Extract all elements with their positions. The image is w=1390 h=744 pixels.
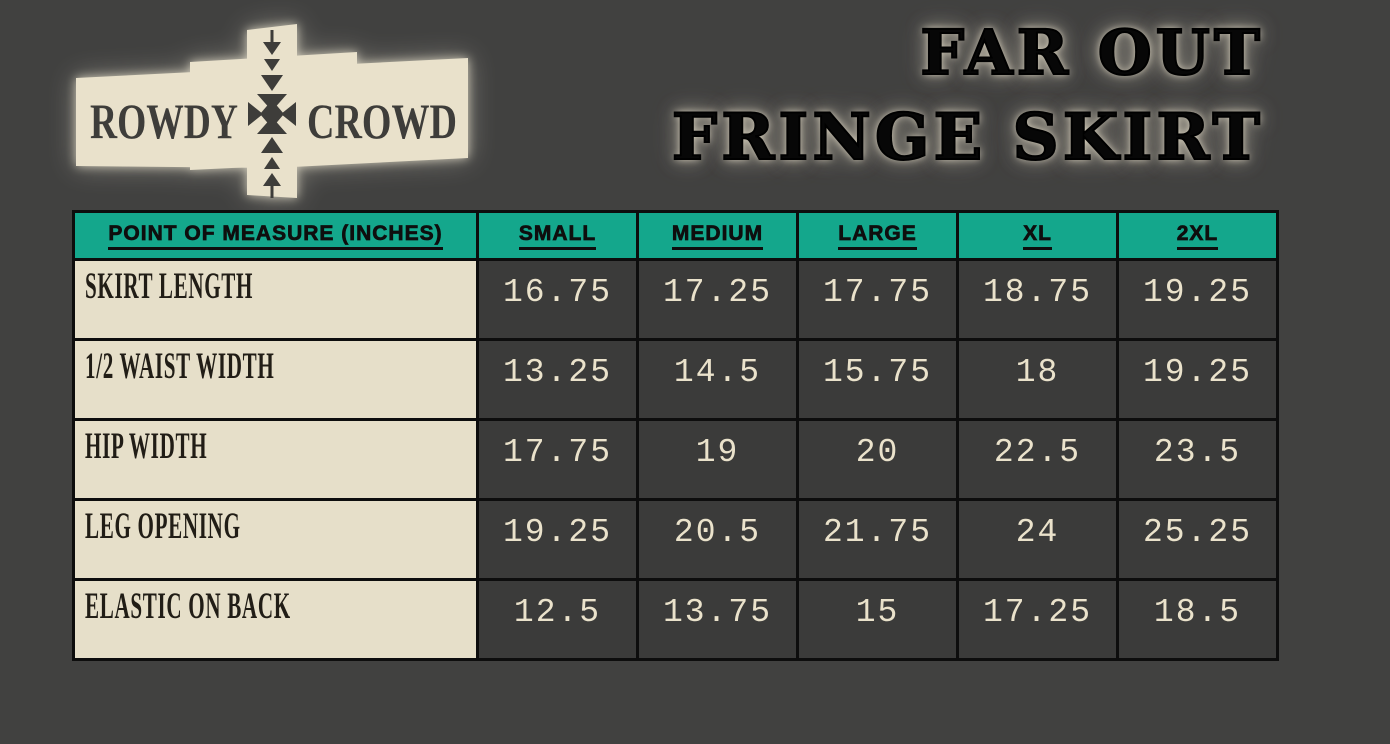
- size-chart-table: POINT OF MEASURE (INCHES) SMALL MEDIUM L…: [72, 210, 1279, 661]
- column-header-medium: MEDIUM: [636, 210, 799, 261]
- row-label: ELASTIC ON BACK: [72, 578, 479, 661]
- measurement-cell: 17.75: [476, 418, 639, 501]
- column-header-2xl: 2XL: [1116, 210, 1279, 261]
- row-label: LEG OPENING: [72, 498, 479, 581]
- column-header-small: SMALL: [476, 210, 639, 261]
- header-row: POINT OF MEASURE (INCHES) SMALL MEDIUM L…: [72, 210, 1279, 261]
- rowdy-crowd-logo: ROWDY CROWD: [76, 16, 470, 208]
- table-row-leg-opening: LEG OPENING 19.25 20.5 21.75 24 25.25: [72, 498, 1279, 581]
- measurement-cell: 19: [636, 418, 799, 501]
- brand-word-right: CROWD: [307, 93, 457, 149]
- row-label: 1/2 WAIST WIDTH: [72, 338, 479, 421]
- measurement-cell: 23.5: [1116, 418, 1279, 501]
- measurement-cell: 18.75: [956, 258, 1119, 341]
- measurement-cell: 20.5: [636, 498, 799, 581]
- measurement-cell: 25.25: [1116, 498, 1279, 581]
- logo-banner-graphic: ROWDY CROWD: [76, 24, 468, 198]
- table-row-skirt-length: SKIRT LENGTH 16.75 17.25 17.75 18.75 19.…: [72, 258, 1279, 341]
- table-row-half-waist-width: 1/2 WAIST WIDTH 13.25 14.5 15.75 18 19.2…: [72, 338, 1279, 421]
- measurement-cell: 19.25: [1116, 338, 1279, 421]
- measurement-cell: 20: [796, 418, 959, 501]
- measurement-cell: 18.5: [1116, 578, 1279, 661]
- brand-word-left: ROWDY: [90, 93, 238, 149]
- measurement-cell: 18: [956, 338, 1119, 421]
- measurement-cell: 16.75: [476, 258, 639, 341]
- product-title-line1: FAR OUT: [919, 16, 1264, 89]
- table-row-elastic-on-back: ELASTIC ON BACK 12.5 13.75 15 17.25 18.5: [72, 578, 1279, 661]
- measurement-cell: 14.5: [636, 338, 799, 421]
- measurement-cell: 19.25: [1116, 258, 1279, 341]
- product-title: FAR OUT FRINGE SKIRT: [671, 16, 1264, 175]
- row-label: HIP WIDTH: [72, 418, 479, 501]
- row-label: SKIRT LENGTH: [72, 258, 479, 341]
- measurement-cell: 13.25: [476, 338, 639, 421]
- measurement-cell: 13.75: [636, 578, 799, 661]
- measurement-cell: 17.25: [636, 258, 799, 341]
- measurement-cell: 12.5: [476, 578, 639, 661]
- measurement-cell: 17.25: [956, 578, 1119, 661]
- measurement-cell: 15.75: [796, 338, 959, 421]
- product-title-line2: FRINGE SKIRT: [671, 100, 1264, 175]
- measurement-cell: 24: [956, 498, 1119, 581]
- table-row-hip-width: HIP WIDTH 17.75 19 20 22.5 23.5: [72, 418, 1279, 501]
- measurement-cell: 21.75: [796, 498, 959, 581]
- column-header-large: LARGE: [796, 210, 959, 261]
- column-header-xl: XL: [956, 210, 1119, 261]
- logo-triangle-motif-icon: [248, 30, 296, 198]
- column-header-point-of-measure: POINT OF MEASURE (INCHES): [72, 210, 479, 261]
- measurement-cell: 19.25: [476, 498, 639, 581]
- measurement-cell: 15: [796, 578, 959, 661]
- measurement-cell: 17.75: [796, 258, 959, 341]
- measurement-cell: 22.5: [956, 418, 1119, 501]
